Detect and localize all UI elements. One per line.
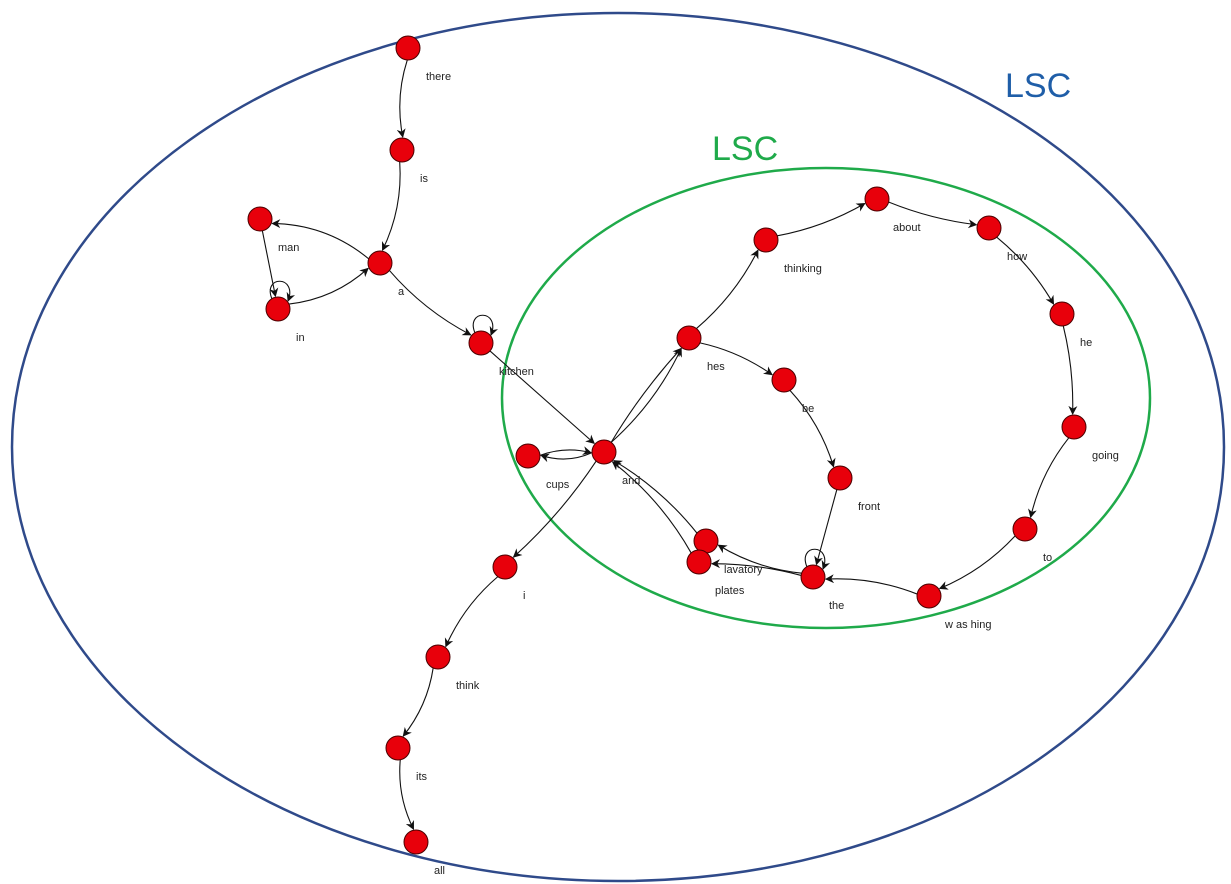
node-kitchen (468, 330, 494, 356)
node-he (1049, 301, 1075, 327)
node-label-think: think (456, 680, 480, 692)
edge-the-to-lavatory (717, 544, 802, 574)
edge-the-to-the (804, 548, 831, 570)
outer-lsc-label: LSC (1005, 67, 1071, 105)
node-label-and: and (622, 475, 640, 487)
node-to (1012, 516, 1038, 542)
node-label-in: in (296, 332, 305, 344)
edge-the-to-plates (710, 559, 802, 576)
node-cups (515, 443, 541, 469)
edge-think-to-its (402, 667, 434, 737)
edge-its-to-all (399, 759, 415, 831)
node-man (247, 206, 273, 232)
edge-in-to-in (269, 280, 296, 302)
edge-there-to-is (396, 59, 408, 138)
node-label-lavatory: lavatory (724, 564, 763, 576)
node-its (385, 735, 411, 761)
edge-hes-to-be (699, 342, 773, 376)
node-i (492, 554, 518, 580)
node-think (425, 644, 451, 670)
edge-how-to-he (996, 236, 1055, 305)
edge-going-to-to (1028, 437, 1070, 519)
node-plates (686, 549, 712, 575)
node-about (864, 186, 890, 212)
node-label-there: there (426, 71, 451, 83)
edge-front-to-the (814, 489, 838, 566)
node-thinking (753, 227, 779, 253)
node-label-going: going (1092, 450, 1119, 462)
node-label-a: a (398, 286, 405, 298)
inner-lsc-label: LSC (712, 130, 778, 168)
node-label-hes: hes (707, 361, 725, 373)
edge-washing-to-the (824, 574, 918, 595)
node-in (265, 296, 291, 322)
edge-plates-to-and (611, 461, 692, 554)
node-label-its: its (416, 771, 428, 783)
nodes-layer (247, 35, 1087, 855)
edge-and-to-hes (610, 347, 682, 443)
edges-layer (261, 59, 1078, 831)
edge-is-to-a (381, 161, 401, 252)
node-label-all: all (434, 865, 445, 877)
node-label-cups: cups (546, 479, 570, 491)
inner-lsc-region (500, 166, 1152, 630)
node-label-man: man (278, 242, 299, 254)
edge-kitchen-to-kitchen (472, 314, 499, 336)
node-front (827, 465, 853, 491)
edge-about-to-how (888, 201, 978, 229)
node-lavatory (693, 528, 719, 554)
node-all (403, 829, 429, 855)
edge-be-to-front (789, 390, 836, 468)
node-how (976, 215, 1002, 241)
node-hes (676, 325, 702, 351)
edge-a-to-man (271, 219, 370, 260)
edge-thinking-to-about (777, 203, 866, 237)
node-label-he: he (1080, 337, 1092, 349)
node-a (367, 250, 393, 276)
node-label-thinking: thinking (784, 263, 822, 275)
edge-and-to-cups (540, 452, 593, 463)
edge-in-to-a (288, 267, 369, 305)
node-label-about: about (893, 222, 921, 234)
node-label-how: how (1007, 251, 1027, 263)
node-label-is: is (420, 173, 428, 185)
node-label-to: to (1043, 552, 1052, 564)
edge-a-to-kitchen (388, 270, 472, 336)
edge-and-to-hes (610, 347, 682, 443)
edge-i-to-think (444, 576, 499, 648)
node-the (800, 564, 826, 590)
labels-layer: there is a man in kitchen and cups hes thinking ab… (278, 71, 1119, 877)
edge-hes-to-thinking (696, 249, 759, 329)
node-label-front: front (858, 501, 880, 513)
node-label-kitchen: kitchen (499, 366, 534, 378)
node-label-i: i (523, 590, 525, 602)
outer-lsc-region (10, 11, 1226, 883)
node-label-washing: w as hing (944, 619, 991, 631)
edge-cups-to-and (539, 446, 592, 456)
node-is (389, 137, 415, 163)
node-label-plates: plates (715, 585, 745, 597)
node-be (771, 367, 797, 393)
node-there (395, 35, 421, 61)
node-label-the: the (829, 600, 844, 612)
node-washing (916, 583, 942, 609)
edge-to-to-washing (938, 535, 1016, 590)
node-going (1061, 414, 1087, 440)
edge-man-to-in (261, 230, 279, 298)
edge-lavatory-to-and (613, 460, 698, 534)
edge-kitchen-to-and (489, 350, 595, 444)
node-and (591, 439, 617, 465)
edge-and-to-i (512, 460, 597, 558)
edge-he-to-going (1062, 325, 1078, 415)
node-label-be: be (802, 403, 814, 415)
